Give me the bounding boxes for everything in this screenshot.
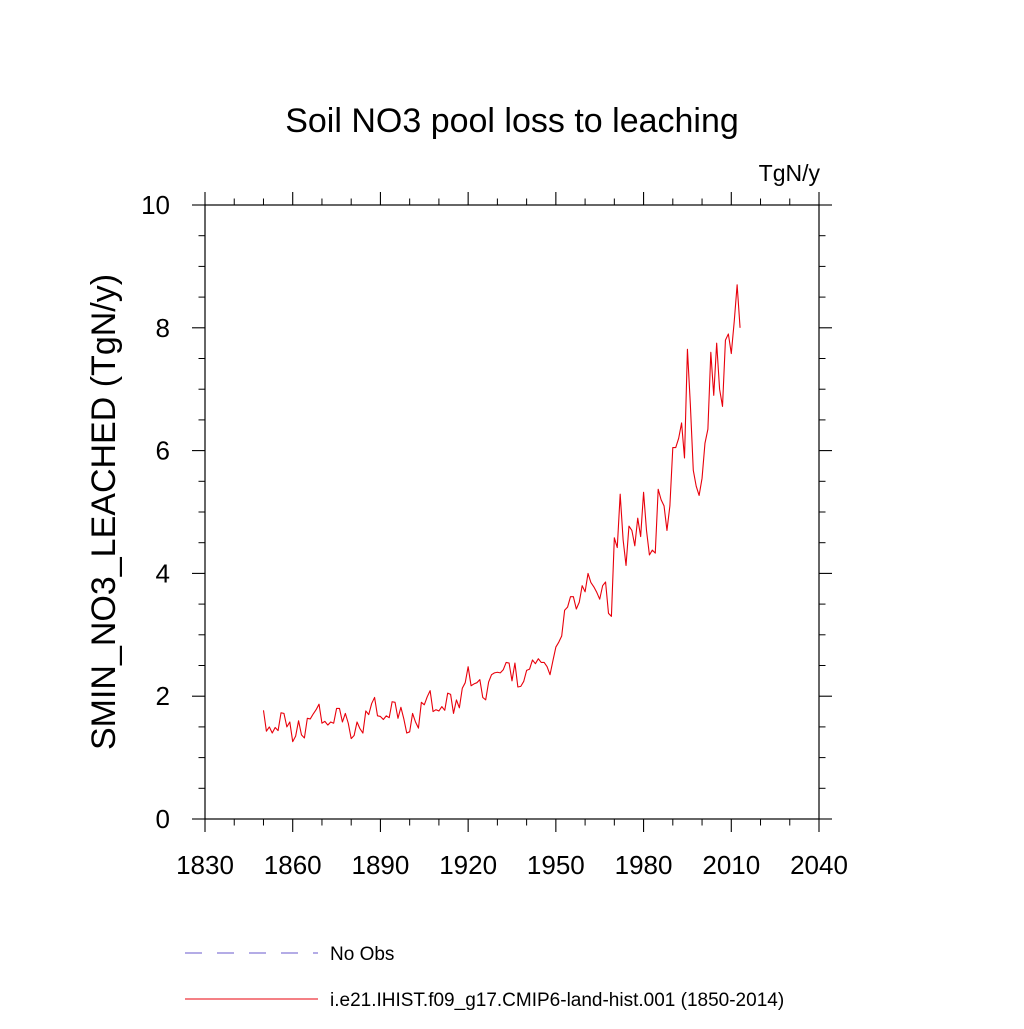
y-tick-label: 0 — [156, 804, 170, 834]
x-tick-label: 1830 — [176, 850, 234, 880]
x-tick-label: 1950 — [527, 850, 585, 880]
axis-ticks — [192, 192, 832, 832]
series-line-model — [262, 284, 741, 743]
series-layer — [262, 284, 741, 743]
y-tick-label: 8 — [156, 313, 170, 343]
x-tick-label: 1860 — [264, 850, 322, 880]
x-tick-label: 1920 — [439, 850, 497, 880]
y-axis-title: SMIN_NO3_LEACHED (TgN/y) — [85, 274, 123, 750]
y-tick-label: 6 — [156, 436, 170, 466]
y-tick-label: 10 — [141, 190, 170, 220]
legend: No Obs i.e21.IHIST.f09_g17.CMIP6-land-hi… — [185, 944, 784, 1011]
x-tick-label: 1890 — [352, 850, 410, 880]
y-tick-label: 2 — [156, 681, 170, 711]
chart-title: Soil NO3 pool loss to leaching — [285, 102, 739, 140]
legend-label-model: i.e21.IHIST.f09_g17.CMIP6-land-hist.001 … — [330, 990, 784, 1011]
legend-label-no-obs: No Obs — [330, 944, 394, 965]
x-tick-label: 2040 — [790, 850, 848, 880]
x-tick-label: 2010 — [702, 850, 760, 880]
x-tick-label: 1980 — [615, 850, 673, 880]
axis-tick-labels: 1830 1860 1890 1920 1950 1980 2010 2040 0 2 4 6 8 10 — [141, 190, 848, 880]
units-label: TgN/y — [759, 160, 821, 186]
y-tick-label: 4 — [156, 558, 170, 588]
